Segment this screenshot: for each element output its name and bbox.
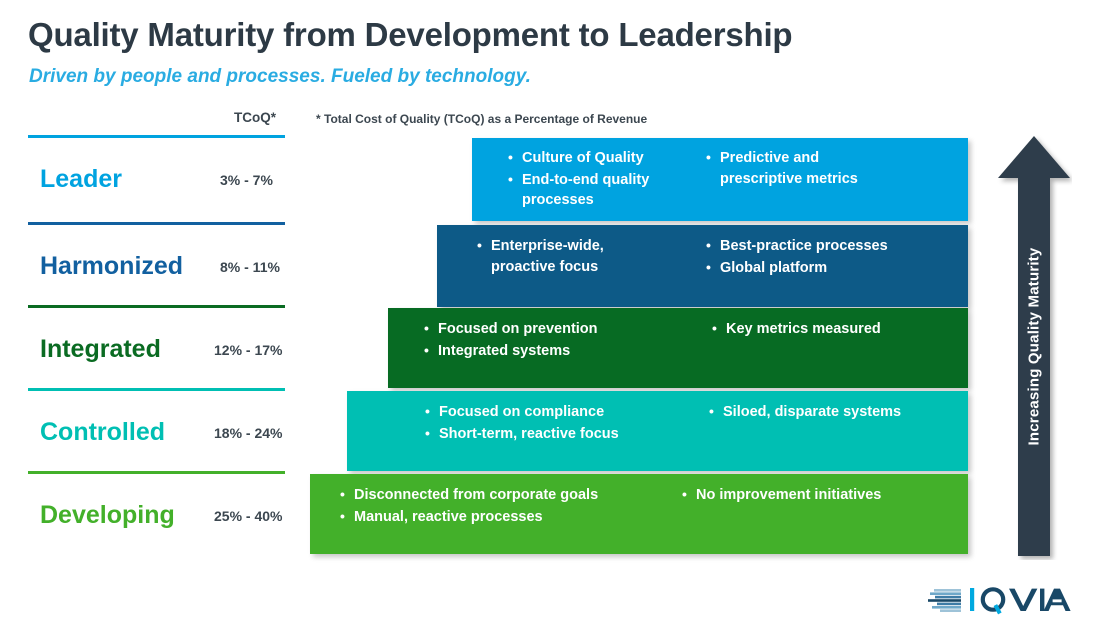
stage-name-developing: Developing bbox=[40, 501, 175, 529]
bullet-dot-icon: • bbox=[709, 403, 714, 419]
stage-name-leader: Leader bbox=[40, 165, 122, 193]
bullet-item: • Predictive and prescriptive metrics bbox=[706, 148, 936, 189]
bullet-dot-icon: • bbox=[477, 237, 482, 253]
band-developing-bullets-left: • Disconnected from corporate goals • Ma… bbox=[340, 485, 670, 528]
tcoq-column-header: TCoQ* bbox=[234, 110, 276, 125]
bullet-dot-icon: • bbox=[508, 149, 513, 165]
bullet-text: Best-practice processes bbox=[720, 238, 888, 254]
increasing-maturity-arrow: Increasing Quality Maturity bbox=[996, 132, 1072, 560]
band-controlled: • Focused on compliance • Short-term, re… bbox=[347, 391, 968, 471]
band-harmonized-bullets-left: • Enterprise-wide, proactive focus bbox=[477, 236, 697, 278]
band-leader-bullets-left: • Culture of Quality • End-to-end qualit… bbox=[508, 148, 708, 212]
bullet-dot-icon: • bbox=[425, 403, 430, 419]
bullet-item: • Focused on compliance bbox=[425, 402, 665, 423]
row-divider-controlled bbox=[28, 388, 285, 391]
iqvia-wordmark bbox=[970, 587, 1071, 615]
bullet-text: Global platform bbox=[720, 259, 828, 276]
bullet-text: Manual, reactive processes bbox=[354, 508, 543, 525]
bullet-text: Enterprise-wide, proactive focus bbox=[491, 238, 604, 275]
row-divider-developing bbox=[28, 471, 285, 474]
bullet-text: Culture of Quality bbox=[522, 150, 644, 166]
bullet-dot-icon: • bbox=[706, 237, 711, 253]
bullet-item: • End-to-end quality processes bbox=[508, 170, 708, 211]
bullet-dot-icon: • bbox=[424, 320, 429, 336]
band-integrated: • Focused on prevention • Integrated sys… bbox=[388, 308, 968, 388]
stage-range-controlled: 18% - 24% bbox=[214, 425, 283, 441]
stage-name-controlled: Controlled bbox=[40, 418, 165, 446]
maturity-row-controlled: Controlled 18% - 24% bbox=[28, 388, 968, 471]
bullet-item: • No improvement initiatives bbox=[682, 485, 952, 506]
band-leader: • Culture of Quality • End-to-end qualit… bbox=[472, 138, 968, 221]
stage-name-harmonized: Harmonized bbox=[40, 252, 184, 280]
bullet-dot-icon: • bbox=[682, 486, 687, 502]
bullet-text: Key metrics measured bbox=[726, 321, 881, 337]
bullet-dot-icon: • bbox=[424, 341, 429, 358]
bullet-item: • Culture of Quality bbox=[508, 148, 708, 169]
bullet-text: End-to-end quality processes bbox=[522, 171, 650, 209]
bullet-dot-icon: • bbox=[340, 486, 345, 502]
bullet-item: • Focused on prevention bbox=[424, 319, 654, 340]
iqvia-logo bbox=[928, 585, 1074, 615]
stage-name-integrated: Integrated bbox=[40, 335, 161, 363]
bullet-text: Predictive and prescriptive metrics bbox=[720, 150, 858, 187]
band-integrated-bullets-left: • Focused on prevention • Integrated sys… bbox=[424, 319, 654, 362]
maturity-row-developing: Developing 25% - 40% bbox=[28, 471, 968, 557]
band-integrated-bullets-right: • Key metrics measured bbox=[712, 319, 962, 341]
bullet-dot-icon: • bbox=[425, 424, 430, 441]
page-title: Quality Maturity from Development to Lea… bbox=[28, 16, 793, 53]
bullet-item: • Disconnected from corporate goals bbox=[340, 485, 670, 506]
bullet-item: • Global platform bbox=[706, 258, 956, 279]
tcoq-footnote: * Total Cost of Quality (TCoQ) as a Perc… bbox=[316, 112, 648, 126]
maturity-row-leader: Leader 3% - 7% bbox=[28, 135, 968, 221]
bullet-dot-icon: • bbox=[706, 258, 711, 275]
page-subtitle: Driven by people and processes. Fueled b… bbox=[29, 66, 531, 87]
bullet-text: Focused on compliance bbox=[439, 404, 605, 420]
bullet-item: • Integrated systems bbox=[424, 341, 654, 362]
bullet-dot-icon: • bbox=[508, 170, 513, 187]
band-controlled-bullets-left: • Focused on compliance • Short-term, re… bbox=[425, 402, 665, 445]
bullet-item: • Short-term, reactive focus bbox=[425, 424, 665, 445]
bullet-item: • Best-practice processes bbox=[706, 236, 956, 257]
arrow-up-icon bbox=[998, 136, 1070, 556]
band-controlled-bullets-right: • Siloed, disparate systems bbox=[709, 402, 959, 424]
band-harmonized: • Enterprise-wide, proactive focus • Bes… bbox=[437, 225, 968, 307]
stage-range-developing: 25% - 40% bbox=[214, 508, 283, 524]
row-divider-leader bbox=[28, 135, 285, 138]
bullet-text: Short-term, reactive focus bbox=[439, 425, 619, 442]
maturity-row-harmonized: Harmonized 8% - 11% bbox=[28, 222, 968, 307]
bullet-item: • Manual, reactive processes bbox=[340, 507, 670, 528]
bullet-text: Integrated systems bbox=[438, 342, 571, 359]
bullet-item: • Siloed, disparate systems bbox=[709, 402, 959, 423]
bullet-dot-icon: • bbox=[706, 149, 711, 165]
bullet-dot-icon: • bbox=[712, 320, 717, 336]
band-developing-bullets-right: • No improvement initiatives bbox=[682, 485, 952, 507]
stage-range-harmonized: 8% - 11% bbox=[220, 259, 280, 275]
bullet-item: • Key metrics measured bbox=[712, 319, 962, 340]
maturity-row-integrated: Integrated 12% - 17% bbox=[28, 305, 968, 388]
band-harmonized-bullets-right: • Best-practice processes • Global platf… bbox=[706, 236, 956, 279]
stage-range-integrated: 12% - 17% bbox=[214, 342, 283, 358]
row-divider-harmonized bbox=[28, 222, 285, 225]
bullet-dot-icon: • bbox=[340, 507, 345, 524]
iqvia-logo-mark-icon bbox=[928, 589, 961, 612]
row-divider-integrated bbox=[28, 305, 285, 308]
bullet-text: Siloed, disparate systems bbox=[723, 404, 902, 420]
bullet-text: No improvement initiatives bbox=[696, 487, 882, 503]
bullet-text: Focused on prevention bbox=[438, 321, 598, 337]
band-developing: • Disconnected from corporate goals • Ma… bbox=[310, 474, 968, 554]
bullet-text: Disconnected from corporate goals bbox=[354, 487, 599, 503]
bullet-item: • Enterprise-wide, proactive focus bbox=[477, 236, 697, 277]
band-leader-bullets-right: • Predictive and prescriptive metrics bbox=[706, 148, 936, 190]
stage-range-leader: 3% - 7% bbox=[220, 172, 273, 188]
